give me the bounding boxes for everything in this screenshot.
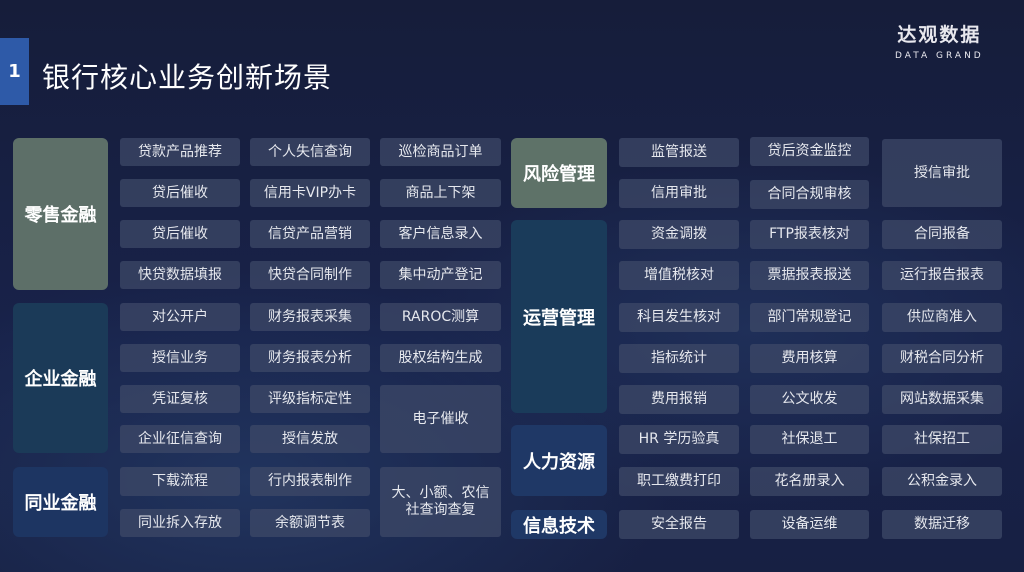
scenario-cell: 快贷数据填报: [120, 261, 240, 289]
scenario-cell: 评级指标定性: [250, 385, 370, 413]
scenario-cell: 部门常规登记: [750, 303, 869, 332]
scenario-cell: 下载流程: [120, 467, 240, 496]
scenario-cell: 信贷产品营销: [250, 220, 370, 248]
scenario-cell: 快贷合同制作: [250, 261, 370, 289]
scenario-cell: 余额调节表: [250, 509, 370, 537]
scenario-cell: 企业征信查询: [120, 425, 240, 453]
scenario-cell: 公积金录入: [882, 467, 1002, 496]
scenario-cell: 行内报表制作: [250, 467, 370, 496]
scenario-cell: 授信审批: [882, 139, 1002, 207]
scenario-cell: 运行报告报表: [882, 261, 1002, 290]
category-hr: 人力资源: [511, 425, 607, 496]
scenario-cell: RAROC测算: [380, 303, 501, 331]
scenario-cell: 费用核算: [750, 344, 869, 373]
scenario-cell: 资金调拨: [619, 220, 739, 249]
scenario-cell: 股权结构生成: [380, 344, 501, 372]
scenario-cell: 财务报表分析: [250, 344, 370, 372]
scenario-cell: 对公开户: [120, 303, 240, 331]
scenario-cell: HR 学历验真: [619, 425, 739, 454]
scenario-cell: 财务报表采集: [250, 303, 370, 331]
scenario-cell: 巡检商品订单: [380, 138, 501, 166]
section-number: 1: [0, 38, 29, 105]
category-retail: 零售金融: [13, 138, 108, 290]
category-it: 信息技术: [511, 510, 607, 539]
scenario-cell: 大、小额、农信社查询查复: [380, 467, 501, 537]
page-title: 银行核心业务创新场景: [42, 61, 333, 94]
scenario-cell: 个人失信查询: [250, 138, 370, 166]
scenario-cell: 商品上下架: [380, 179, 501, 207]
scenario-cell: 信用审批: [619, 179, 739, 208]
scenario-cell: 授信业务: [120, 344, 240, 372]
scenario-cell: 设备运维: [750, 510, 869, 539]
scenario-cell: 社保退工: [750, 425, 869, 454]
scenario-cell: 贷后催收: [120, 179, 240, 207]
scenario-cell: 增值税核对: [619, 261, 739, 290]
scenario-cell: 费用报销: [619, 385, 739, 414]
scenario-cell: 供应商准入: [882, 303, 1002, 332]
scenario-cell: 贷后资金监控: [750, 137, 869, 166]
scenario-cell: 同业拆入存放: [120, 509, 240, 537]
scenario-cell: 合同报备: [882, 220, 1002, 249]
category-interbank: 同业金融: [13, 467, 108, 537]
logo: 达观数据 DATA GRAND: [895, 20, 984, 61]
logo-cn: 达观数据: [897, 24, 982, 46]
scenario-cell: FTP报表核对: [750, 220, 869, 249]
category-risk: 风险管理: [511, 138, 607, 208]
scenario-cell: 贷后催收: [120, 220, 240, 248]
scenario-cell: 客户信息录入: [380, 220, 501, 248]
scenario-cell: 集中动产登记: [380, 261, 501, 289]
scenario-cell: 财税合同分析: [882, 344, 1002, 373]
scenario-cell: 公文收发: [750, 385, 869, 414]
scenario-cell: 社保招工: [882, 425, 1002, 454]
scenario-cell: 安全报告: [619, 510, 739, 539]
scenario-cell: 电子催收: [380, 385, 501, 453]
scenario-cell: 监管报送: [619, 138, 739, 167]
scenario-cell: 授信发放: [250, 425, 370, 453]
scenario-cell: 科目发生核对: [619, 303, 739, 332]
category-ops: 运营管理: [511, 220, 607, 413]
scenario-cell: 职工缴费打印: [619, 467, 739, 496]
scenario-cell: 花名册录入: [750, 467, 869, 496]
scenario-cell: 数据迁移: [882, 510, 1002, 539]
scenario-cell: 网站数据采集: [882, 385, 1002, 414]
scenario-cell: 信用卡VIP办卡: [250, 179, 370, 207]
scenario-cell: 贷款产品推荐: [120, 138, 240, 166]
scenario-cell: 票据报表报送: [750, 261, 869, 290]
scenario-cell: 合同合规审核: [750, 180, 869, 209]
category-corporate: 企业金融: [13, 303, 108, 453]
scenario-cell: 指标统计: [619, 344, 739, 373]
scenario-cell: 凭证复核: [120, 385, 240, 413]
logo-en: DATA GRAND: [895, 51, 984, 61]
